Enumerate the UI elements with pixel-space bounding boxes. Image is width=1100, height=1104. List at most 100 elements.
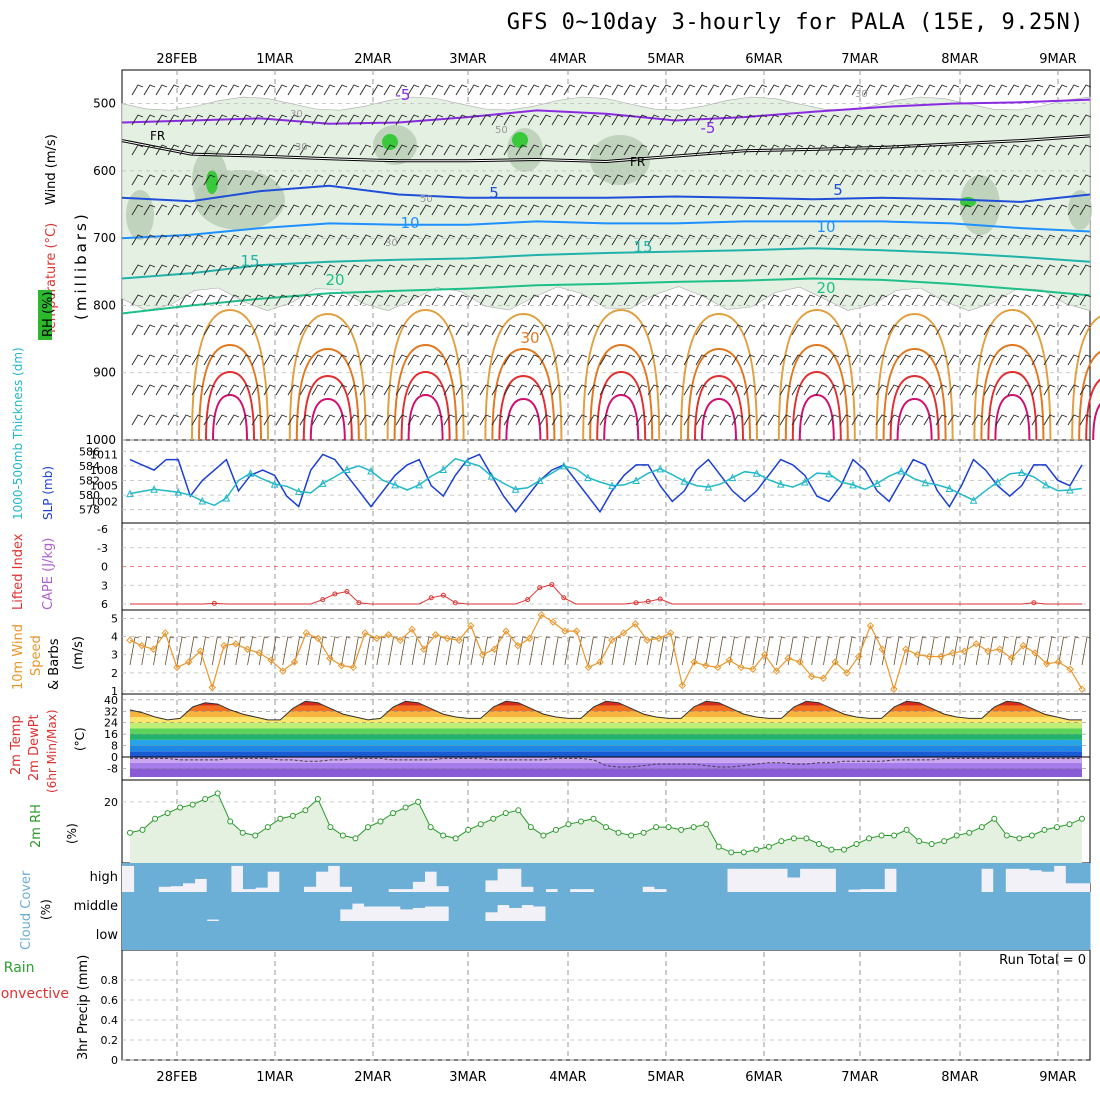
wind-barb — [851, 354, 864, 366]
wind-barb — [251, 144, 264, 156]
cloud-low-bar — [521, 921, 534, 950]
wind-barb — [863, 204, 876, 216]
thickness-point — [849, 480, 857, 489]
wind-speed-point — [561, 627, 569, 635]
precip-tick-label: 0.4 — [101, 1014, 119, 1027]
temp-tick-label: 0 — [111, 751, 118, 764]
wind-barb — [599, 414, 612, 426]
wind-barb — [167, 144, 180, 156]
cloud-high-bar — [944, 863, 958, 892]
wind-barb — [479, 384, 492, 396]
wind-barb — [215, 144, 228, 156]
date-label-top: 4MAR — [549, 52, 586, 67]
wind-barb — [251, 84, 264, 96]
wind-barb — [1019, 204, 1032, 216]
cloud-low-bar — [775, 921, 788, 950]
lifted-index-point — [452, 600, 458, 606]
wind-barb — [659, 174, 672, 186]
wind-barb — [755, 294, 768, 306]
freezing-level-label: FR — [630, 155, 645, 169]
wind-barb — [719, 324, 732, 336]
wind-barb — [311, 204, 324, 216]
temperature-band — [130, 762, 1082, 769]
rh-2m-point — [715, 843, 722, 850]
wind-barb — [563, 234, 576, 246]
wind-speed-point — [502, 627, 510, 635]
wind-barb — [575, 84, 588, 96]
wind-speed-point — [843, 669, 851, 677]
cloud-low-bar — [581, 921, 595, 950]
wind-barb — [659, 384, 672, 396]
wind-10m-barb — [458, 636, 469, 666]
cloud-middle-bar — [932, 892, 946, 921]
wind-speed-point — [1078, 685, 1086, 693]
wind-barb — [551, 354, 564, 366]
wind-barb — [371, 414, 384, 426]
temperature-band — [130, 717, 1082, 723]
date-label-top: 8MAR — [941, 52, 978, 67]
cloud-high-bar — [581, 863, 595, 890]
wind-barb — [587, 144, 600, 156]
wind-barb — [167, 234, 180, 246]
wind-barb — [455, 234, 468, 246]
wind-barb — [467, 144, 480, 156]
wind-barb — [983, 384, 996, 396]
rh-2m-point — [352, 835, 359, 842]
wind-barb — [587, 354, 600, 366]
wind-barb — [791, 264, 804, 276]
wind-barb — [551, 174, 564, 186]
wind-barb — [851, 84, 864, 96]
wind-barb — [827, 384, 840, 396]
wind-barb — [443, 84, 456, 96]
wind-barb — [383, 294, 396, 306]
wind-barb — [227, 324, 240, 336]
cape-axis-label: CAPE (J/kg) — [41, 538, 56, 610]
cloud-low-bar — [944, 921, 958, 950]
wind-barb — [515, 354, 528, 366]
wind-barb — [275, 294, 288, 306]
wind-barb — [1067, 174, 1080, 186]
wind-barb — [287, 294, 300, 306]
cloud-low-bar — [1029, 921, 1043, 950]
wind-barb — [899, 414, 912, 426]
wind-barb — [491, 84, 504, 96]
wind-barb — [1043, 294, 1056, 306]
wind-barb — [503, 174, 516, 186]
wind-barb — [563, 384, 576, 396]
wind-barb — [803, 234, 816, 246]
wind-barb — [203, 114, 216, 126]
wind-barb — [695, 414, 708, 426]
cloud-high-bar — [291, 863, 304, 892]
wind-10m-barb — [1081, 636, 1092, 666]
wind-barb — [875, 114, 888, 126]
cloud-middle-bar — [981, 892, 994, 921]
thickness-point — [126, 489, 134, 498]
wind-barb — [455, 84, 468, 96]
wind-barb — [563, 84, 576, 96]
wind-barb — [239, 414, 252, 426]
wind-barb — [947, 264, 960, 276]
wind-barb — [1031, 144, 1044, 156]
wind-speed-point — [302, 629, 311, 637]
wind-barb — [683, 144, 696, 156]
wind-barb — [191, 174, 204, 186]
wind-barb — [515, 264, 528, 276]
wind-barb — [995, 174, 1008, 186]
wind-barb — [575, 144, 588, 156]
wind-barb — [683, 84, 696, 96]
cloud-high-bar — [1077, 863, 1091, 884]
cloud-middle-bar — [460, 892, 474, 921]
warm-isotherm — [309, 397, 346, 441]
wind-barb — [899, 264, 912, 276]
wind-10m-barb — [823, 636, 833, 666]
wind-barb — [563, 174, 576, 186]
wind-barb — [455, 144, 468, 156]
wind-barb — [275, 264, 288, 276]
wind-barb — [491, 324, 504, 336]
cloud-axis-label: Cloud Cover — [19, 870, 34, 950]
wind-barb — [839, 294, 852, 306]
wind-barb — [1067, 114, 1080, 126]
wind-barb — [383, 384, 396, 396]
wind-10m-barb — [188, 636, 198, 666]
